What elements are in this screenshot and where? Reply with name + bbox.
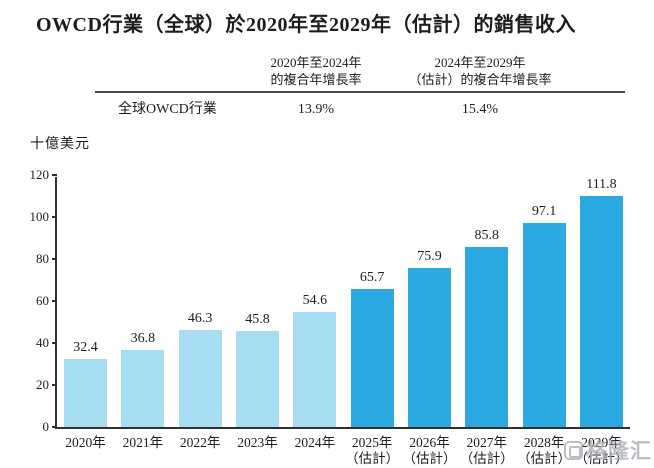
y-tick-mark — [52, 174, 57, 176]
bar-value-label: 75.9 — [417, 248, 442, 264]
y-tick-label: 40 — [36, 335, 49, 350]
y-axis-tick: 60 — [23, 293, 57, 308]
bar-group: 97.1 2028年 （估計） — [517, 177, 571, 466]
bar-group: 111.8 2029年 （估計） — [574, 177, 628, 466]
x-axis-label: 2025年 （估計） — [330, 435, 414, 467]
bars: 32.4 2020年 36.8 2021年 46.3 2022年 45.8 2023年 54.6… — [57, 177, 630, 466]
y-axis-tick: 120 — [23, 167, 57, 182]
cagr-value-2024-2029: 15.4% — [461, 102, 499, 117]
watermark-label: 格隆汇 — [586, 440, 652, 463]
cagr-header-line: 2020年至2024年 — [270, 55, 362, 70]
x-axis-label: 2020年 — [65, 435, 106, 450]
bar-value-label: 45.8 — [245, 311, 270, 327]
y-axis-tick: 40 — [23, 335, 57, 350]
y-axis-tick: 20 — [23, 377, 57, 392]
bar-group: 46.3 2022年 — [178, 177, 222, 450]
y-tick-mark — [52, 300, 57, 302]
y-tick-mark — [52, 384, 57, 386]
x-axis-label: 2027年 （估計） — [445, 435, 529, 467]
bar-value-label: 36.8 — [130, 330, 156, 346]
bar-actual — [293, 312, 337, 427]
y-tick-label: 20 — [36, 377, 49, 392]
bar-group: 32.4 2020年 — [64, 177, 107, 450]
bar-group: 45.8 2023年 — [235, 177, 279, 450]
y-tick-mark — [52, 426, 57, 428]
cagr-row-label: 全球OWCD行業 — [118, 102, 217, 117]
bar-value-label: 97.1 — [531, 204, 557, 220]
x-axis-sublabel: （估計） — [402, 451, 457, 466]
bar-estimated — [522, 223, 566, 427]
x-axis-label: 2026年 （估計） — [387, 435, 471, 467]
cagr-header-line: 的複合年增長率 — [270, 72, 362, 87]
cagr-table: 2020年至2024年 的複合年增長率 2024年至2029年 （估計）的複合年… — [95, 54, 625, 118]
bar-group: 54.6 2024年 — [293, 177, 337, 450]
bar-group: 75.9 2026年 （估計） — [402, 177, 456, 466]
bar-value-label: 85.8 — [474, 227, 500, 243]
cagr-table-data-row: 全球OWCD行業 13.9% 15.4% — [95, 93, 625, 118]
plot-area: 0 20 40 60 80 100 120 32.4 2020年 36.8 2021年 46.3 20… — [30, 167, 630, 466]
x-axis-sublabel: （估計） — [345, 451, 400, 466]
x-axis-label: 2021年 — [122, 435, 164, 450]
y-tick-label: 0 — [42, 419, 50, 434]
watermark: 格隆汇 — [564, 435, 652, 465]
x-axis-label: 2024年 — [294, 435, 336, 450]
x-axis-label: 2028年 （估計） — [502, 435, 586, 467]
y-tick-mark — [52, 216, 57, 218]
cagr-header-2020-2024: 2020年至2024年 的複合年增長率 — [226, 54, 406, 88]
bar-estimated — [407, 267, 451, 427]
bar-value-label: 32.4 — [73, 339, 98, 355]
x-axis-label: 2023年 — [237, 435, 278, 450]
y-tick-label: 80 — [36, 251, 49, 266]
bar-value-label: 111.8 — [586, 177, 617, 192]
y-tick-label: 120 — [29, 167, 50, 182]
x-axis-label: 2029年 （估計） — [559, 435, 643, 467]
y-axis-tick: 0 — [23, 419, 57, 434]
cagr-header-line: （估計）的複合年增長率 — [408, 72, 552, 87]
bar-value-label: 54.6 — [302, 293, 328, 309]
x-axis-label: 2022年 — [179, 435, 221, 450]
bar-group: 85.8 2027年 （估計） — [460, 177, 514, 466]
y-axis-unit-label: 十億美元 — [30, 137, 90, 152]
bar-actual — [64, 358, 107, 427]
y-axis-tick: 100 — [23, 209, 57, 224]
bar-actual — [178, 329, 222, 427]
bar-estimated — [579, 196, 623, 427]
x-axis-sublabel: （估計） — [517, 451, 572, 466]
bar-group: 36.8 2021年 — [121, 177, 165, 450]
cagr-header-2024-2029: 2024年至2029年 （估計）的複合年增長率 — [406, 54, 554, 88]
y-tick-mark — [52, 258, 57, 260]
y-axis-tick: 80 — [23, 251, 57, 266]
y-tick-label: 100 — [29, 209, 50, 224]
bar-value-label: 65.7 — [359, 270, 385, 286]
cagr-table-header-row: 2020年至2024年 的複合年增長率 2024年至2029年 （估計）的複合年… — [95, 54, 625, 93]
bar-actual — [235, 330, 279, 427]
y-tick-label: 60 — [36, 293, 49, 308]
bar-actual — [121, 349, 165, 427]
page-title: OWCD行業（全球）於2020年至2029年（估計）的銷售收入 — [36, 14, 576, 36]
bar-estimated — [465, 246, 509, 427]
gelonghui-logo-icon — [564, 440, 583, 460]
x-axis-sublabel: （估計） — [574, 451, 629, 466]
bar-estimated — [350, 289, 394, 427]
y-tick-mark — [52, 342, 57, 344]
bar-group: 65.7 2025年 （估計） — [345, 177, 399, 466]
bar-value-label: 46.3 — [187, 310, 213, 326]
x-axis-sublabel: （估計） — [459, 451, 514, 466]
cagr-value-2020-2024: 13.9% — [297, 102, 335, 117]
cagr-header-line: 2024年至2029年 — [434, 55, 526, 70]
